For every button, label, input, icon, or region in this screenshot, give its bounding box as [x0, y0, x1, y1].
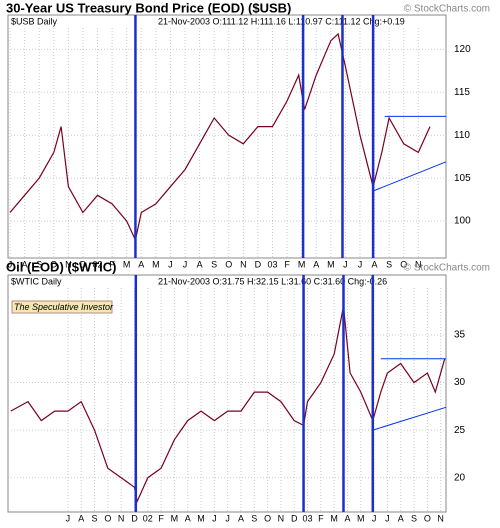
- trendline: [372, 161, 447, 192]
- price-line: [9, 32, 431, 242]
- x-tick-label: F: [284, 259, 290, 269]
- x-tick-label: S: [411, 513, 417, 523]
- y-tick-label: 100: [454, 216, 471, 227]
- x-tick-label: O: [400, 259, 407, 269]
- subtitle: $USB Daily: [11, 16, 58, 26]
- x-tick-label: J: [183, 259, 188, 269]
- x-tick-label: M: [152, 259, 160, 269]
- x-tick-label: A: [197, 259, 203, 269]
- x-tick-label: D: [80, 259, 87, 269]
- y-tick-label: 35: [454, 330, 466, 341]
- x-tick-label: M: [357, 513, 365, 523]
- x-tick-label: F: [109, 259, 115, 269]
- x-tick-label: J: [212, 513, 217, 523]
- x-tick-label: 02: [93, 259, 103, 269]
- x-tick-label: M: [123, 259, 131, 269]
- y-tick-label: 110: [454, 130, 470, 141]
- x-tick-label: S: [92, 513, 98, 523]
- x-tick-label: M: [327, 259, 335, 269]
- y-tick-label: 115: [454, 87, 470, 98]
- chart-title: 30-Year US Treasury Bond Price (EOD) ($U…: [6, 0, 291, 15]
- x-tick-label: M: [298, 259, 306, 269]
- x-tick-label: O: [424, 513, 431, 523]
- x-tick-label: M: [330, 513, 338, 523]
- x-tick-label: N: [437, 513, 444, 523]
- y-tick-label: 20: [454, 472, 466, 483]
- x-tick-label: O: [104, 513, 111, 523]
- logo-box: [11, 300, 113, 314]
- trendline: [372, 406, 447, 431]
- x-tick-label: D: [255, 259, 262, 269]
- x-tick-label: A: [238, 513, 244, 523]
- x-tick-label: N: [415, 259, 422, 269]
- price-line: [10, 306, 446, 504]
- x-tick-label: A: [138, 259, 144, 269]
- x-tick-label: N: [118, 513, 125, 523]
- quote: 21-Nov-2003 O:31.75 H:32.15 L:31.60 C:31…: [158, 276, 387, 286]
- x-tick-label: N: [278, 513, 285, 523]
- x-tick-label: A: [22, 259, 28, 269]
- x-tick-label: O: [225, 259, 232, 269]
- x-tick-label: A: [344, 513, 350, 523]
- subtitle: $WTIC Daily: [11, 276, 62, 286]
- y-tick-label: 25: [454, 425, 466, 436]
- x-tick-label: N: [240, 259, 247, 269]
- x-tick-label: J: [343, 259, 348, 269]
- x-tick-label: J: [8, 259, 13, 269]
- x-tick-label: J: [225, 513, 230, 523]
- x-tick-label: S: [386, 259, 392, 269]
- x-tick-label: 02: [143, 513, 153, 523]
- source: © StockCharts.com: [404, 263, 490, 274]
- x-tick-label: D: [291, 513, 298, 523]
- y-tick-label: 30: [454, 377, 466, 388]
- x-tick-label: S: [251, 513, 257, 523]
- x-tick-label: A: [372, 259, 378, 269]
- x-tick-label: S: [211, 259, 217, 269]
- quote: 21-Nov-2003 O:111.12 H:111.16 L:110.97 C…: [158, 16, 405, 26]
- x-tick-label: M: [171, 513, 179, 523]
- x-tick-label: O: [264, 513, 271, 523]
- x-tick-label: 03: [267, 259, 277, 269]
- chart-title: Oil (EOD) ($WTIC): [6, 259, 117, 274]
- x-tick-label: A: [185, 513, 191, 523]
- x-tick-label: J: [168, 259, 173, 269]
- x-tick-label: J: [66, 513, 71, 523]
- x-tick-label: F: [158, 513, 164, 523]
- x-tick-label: A: [313, 259, 319, 269]
- x-tick-label: A: [398, 513, 404, 523]
- x-tick-label: S: [36, 259, 42, 269]
- source: © StockCharts.com: [404, 4, 490, 15]
- x-tick-label: M: [197, 513, 205, 523]
- x-tick-label: O: [50, 259, 57, 269]
- x-tick-label: J: [385, 513, 390, 523]
- x-tick-label: N: [65, 259, 72, 269]
- x-tick-label: J: [358, 259, 363, 269]
- y-tick-label: 105: [454, 173, 471, 184]
- y-tick-label: 120: [454, 44, 471, 55]
- x-tick-label: 03: [303, 513, 313, 523]
- x-tick-label: J: [372, 513, 377, 523]
- x-tick-label: F: [318, 513, 324, 523]
- logo: The Speculative Investor: [14, 302, 114, 312]
- x-tick-label: A: [78, 513, 84, 523]
- x-tick-label: D: [131, 513, 138, 523]
